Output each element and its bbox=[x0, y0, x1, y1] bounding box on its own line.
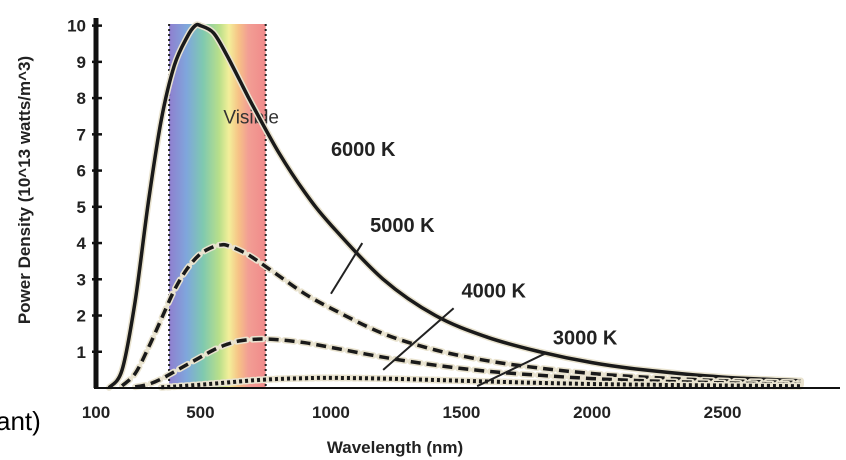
x-tick-label: 1000 bbox=[312, 403, 350, 422]
y-tick-label: 4 bbox=[77, 234, 87, 253]
x-tick-label: 100 bbox=[82, 403, 110, 422]
annotation-3000-k: 3000 K bbox=[553, 328, 618, 350]
x-tick-label: 500 bbox=[186, 403, 214, 422]
y-axis-label: Power Density (10^13 watts/m^3) bbox=[15, 56, 34, 324]
visible-band-label: Visible bbox=[223, 107, 279, 128]
leader-line-4000-k bbox=[382, 307, 455, 371]
y-tick-label: 9 bbox=[77, 53, 86, 72]
x-axis-label: Wavelength (nm) bbox=[327, 438, 463, 457]
y-tick-label: 2 bbox=[77, 307, 86, 326]
y-tick-label: 10 bbox=[67, 17, 86, 36]
y-tick-label: 3 bbox=[77, 270, 86, 289]
series-line-6000-k bbox=[107, 22, 801, 389]
x-tick-label: 2500 bbox=[704, 403, 742, 422]
annotation-4000-k: 4000 K bbox=[461, 280, 526, 302]
y-tick-label: 6 bbox=[77, 162, 86, 181]
series-halo-3000-k bbox=[157, 374, 805, 391]
annotations-layer: 6000 K 5000 K 4000 K 3000 K bbox=[330, 139, 618, 388]
x-tick-label: 1500 bbox=[443, 403, 481, 422]
visible-band-layer: Visible bbox=[168, 24, 279, 388]
leader-line-5000-k bbox=[330, 242, 364, 295]
series-line-5000-k bbox=[120, 242, 801, 388]
series-line-4000-k bbox=[134, 337, 801, 389]
series-layer bbox=[105, 21, 805, 391]
x-tick-label: 2000 bbox=[573, 403, 611, 422]
left-fragment-text: ant) bbox=[0, 406, 41, 436]
visible-band bbox=[169, 24, 266, 388]
y-tick-label: 5 bbox=[77, 198, 86, 217]
annotation-5000-k: 5000 K bbox=[370, 215, 435, 237]
y-tick-label: 1 bbox=[77, 343, 86, 362]
y-tick-label: 7 bbox=[77, 125, 86, 144]
annotation-6000-k: 6000 K bbox=[331, 139, 396, 161]
y-tick-label: 8 bbox=[77, 89, 86, 108]
leader-line-3000-k bbox=[476, 352, 546, 388]
axes-layer bbox=[93, 18, 840, 389]
ticks-layer: 1 2 3 4 5 6 7 8 9 10 100 500 1000 1500 2000 2500 bbox=[67, 17, 741, 422]
